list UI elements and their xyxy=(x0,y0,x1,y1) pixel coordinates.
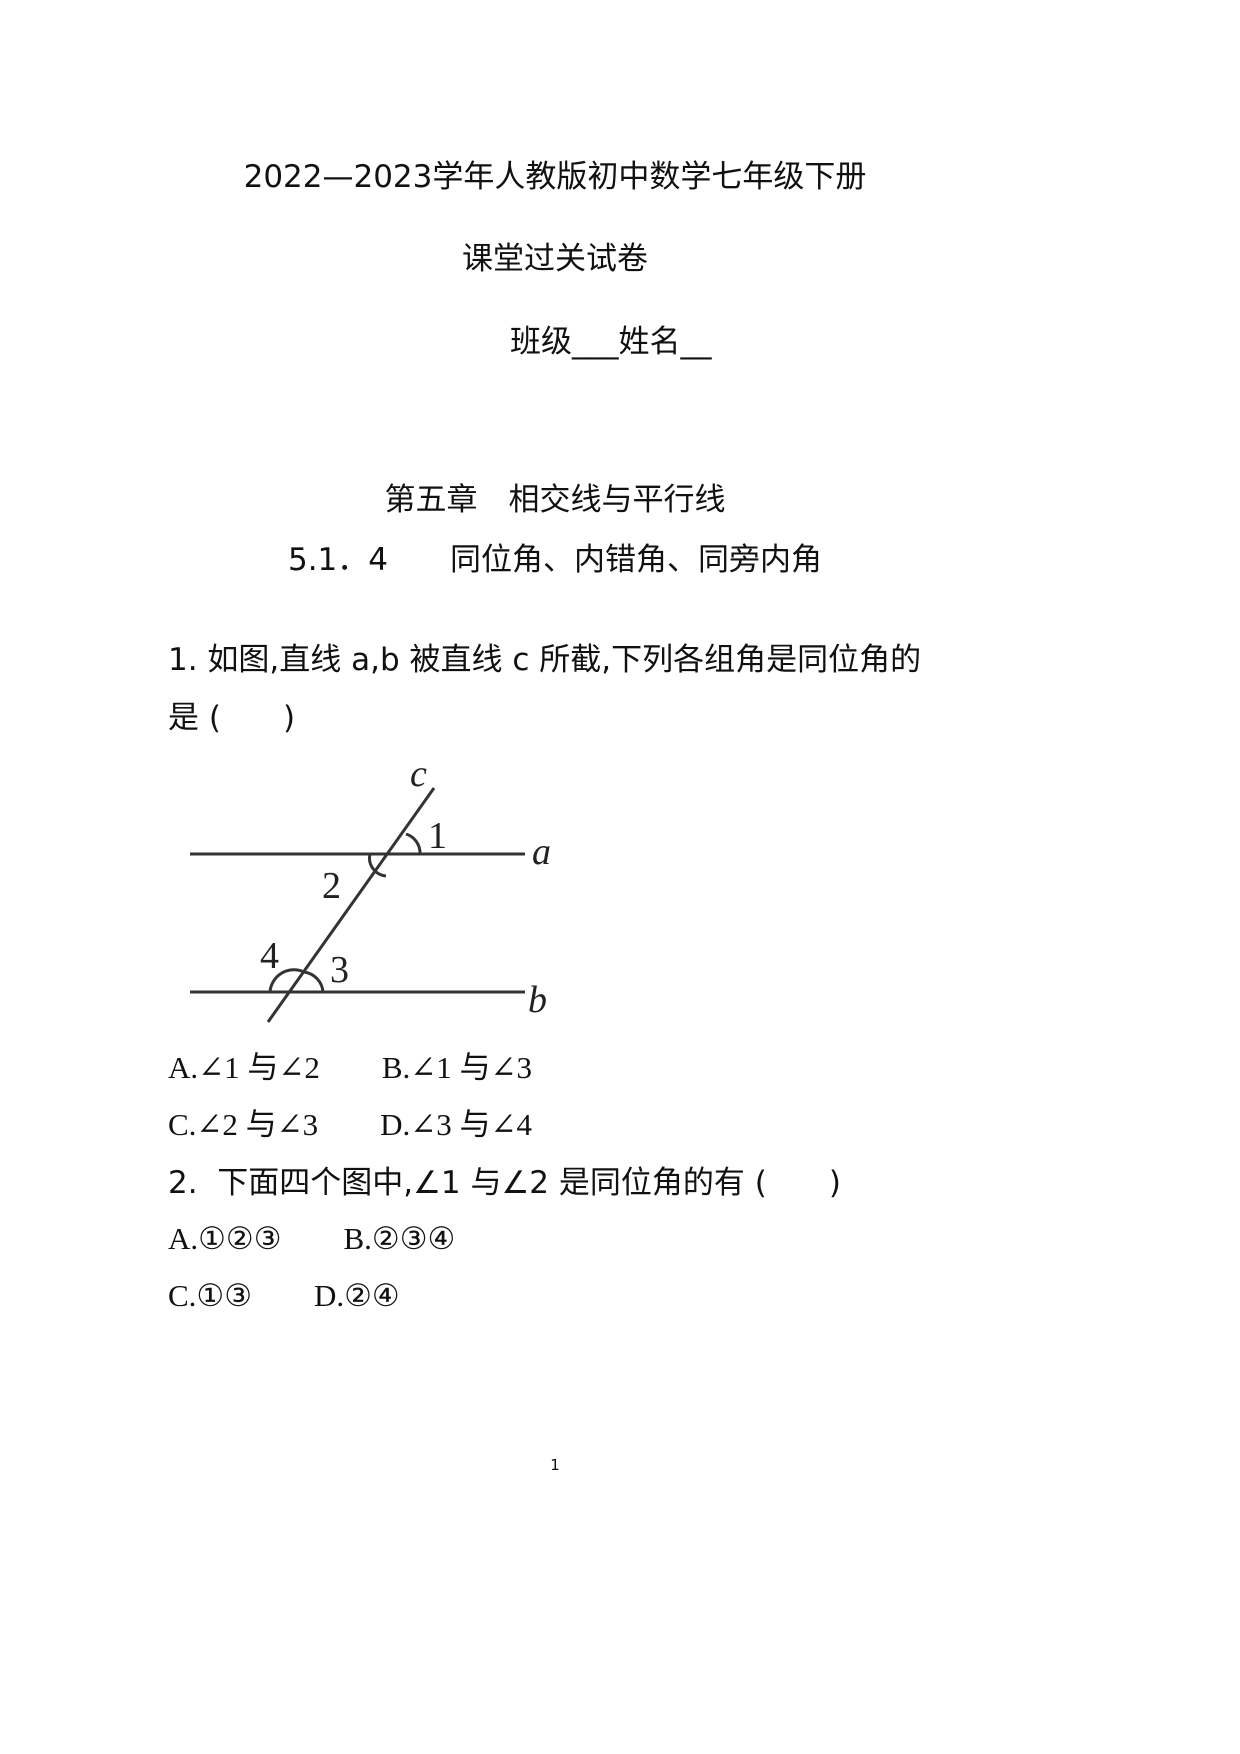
angle-1-arc xyxy=(405,832,422,855)
document-title: 2022—2023学年人教版初中数学七年级下册 xyxy=(243,159,867,195)
question-2-options-ab: A.①②③ B.②③④ xyxy=(168,1221,456,1256)
question-2-options-cd: C.①③ D.②④ xyxy=(168,1278,400,1313)
label-a: a xyxy=(532,831,551,873)
page-number: 1 xyxy=(550,1456,560,1474)
line-c xyxy=(266,787,436,1023)
label-angle-4: 4 xyxy=(260,935,279,977)
class-name-line: 班级___姓名__ xyxy=(510,324,712,360)
label-b: b xyxy=(528,979,547,1021)
question-1-options-cd: C.∠2 与∠3 D.∠3 与∠4 xyxy=(168,1107,532,1142)
label-angle-1: 1 xyxy=(428,815,447,857)
chapter-title: 第五章 相交线与平行线 xyxy=(384,482,726,518)
angle-4-arc xyxy=(268,968,305,993)
question-1-options-ab: A.∠1 与∠2 B.∠1 与∠3 xyxy=(168,1050,532,1085)
angle-3-arc xyxy=(303,970,325,993)
question-1-stem: 1. 如图,直线 a,b 被直线 c 所截,下列各组角是同位角的 xyxy=(168,642,922,678)
label-c: c xyxy=(410,753,427,795)
label-angle-3: 3 xyxy=(330,949,349,991)
angle-2-arc xyxy=(368,853,387,878)
question-2-stem: 2. 下面四个图中,∠1 与∠2 是同位角的有 ( ) xyxy=(168,1165,841,1201)
section-title: 5.1．4 同位角、内错角、同旁内角 xyxy=(287,542,823,578)
document-subtitle: 课堂过关试卷 xyxy=(462,241,648,277)
label-angle-2: 2 xyxy=(322,865,341,907)
question-1-stem-cont: 是 ( ) xyxy=(168,700,296,736)
